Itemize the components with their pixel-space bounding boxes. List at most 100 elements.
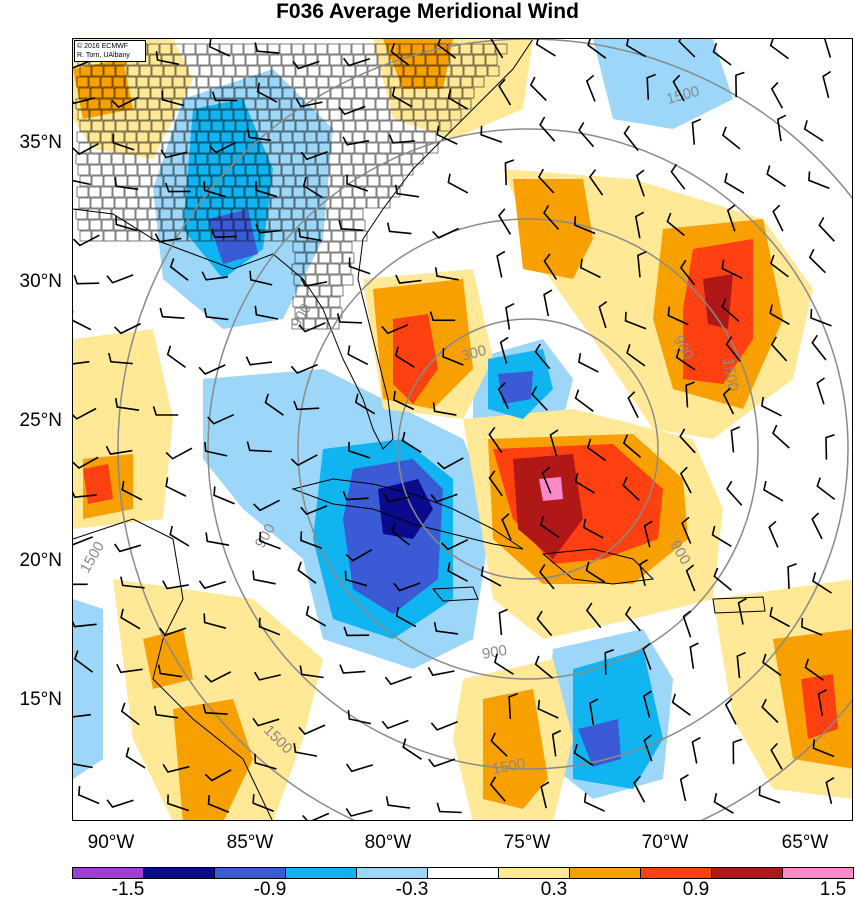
county-cell <box>294 87 307 99</box>
county-cell <box>427 65 440 77</box>
county-cell <box>342 142 355 154</box>
county-cell <box>292 186 305 198</box>
county-cell <box>137 109 150 121</box>
wind-barb <box>769 254 789 278</box>
county-cell <box>389 164 402 176</box>
county-cell <box>376 76 389 88</box>
lat-label: 35°N <box>19 132 62 153</box>
county-cell <box>99 208 112 220</box>
county-cell <box>75 153 88 165</box>
wind-barb <box>812 739 835 758</box>
county-cell <box>175 65 188 77</box>
county-cell <box>184 131 197 143</box>
county-cell <box>450 87 463 99</box>
county-cell <box>331 175 344 187</box>
county-cell <box>378 142 391 154</box>
wind-barb <box>726 480 743 506</box>
county-cell <box>318 307 331 319</box>
county-cell <box>195 98 208 110</box>
county-cell <box>315 263 328 275</box>
county-cell <box>306 252 319 264</box>
county-cell <box>303 153 316 165</box>
range-rings <box>117 39 852 820</box>
county-cell <box>87 208 100 220</box>
colorbar-segment <box>72 867 144 879</box>
wind-barb <box>347 345 369 366</box>
us-coastline <box>73 39 534 450</box>
wind-barb <box>447 88 469 110</box>
wind-barb <box>161 90 185 107</box>
wind-barb <box>430 720 458 731</box>
county-cell <box>281 219 294 231</box>
wind-barb <box>125 747 146 769</box>
wind-barb <box>681 516 692 544</box>
wind-barb <box>73 763 93 769</box>
county-cell <box>255 98 268 110</box>
wind-barb <box>383 493 411 503</box>
wind-barb <box>675 348 696 371</box>
county-cell <box>317 54 330 66</box>
county-cell <box>279 43 292 55</box>
county-cell <box>292 296 305 308</box>
county-cell <box>196 131 209 143</box>
county-cell <box>186 142 199 154</box>
county-cell <box>304 186 317 198</box>
range-ring-label: 300 <box>460 342 489 365</box>
wind-barb <box>258 617 281 636</box>
county-cell <box>183 153 196 165</box>
county-cell <box>147 43 160 55</box>
puerto-rico-outline <box>712 596 766 614</box>
county-cell <box>209 164 222 176</box>
colorbar-label: -0.9 <box>253 879 287 900</box>
wind-barb <box>810 308 832 327</box>
county-cell <box>243 98 256 110</box>
wind-barb <box>679 774 689 802</box>
county-cell <box>159 208 172 220</box>
wind-barb <box>204 769 232 782</box>
county-cell <box>139 120 152 132</box>
wind-barb <box>344 570 368 587</box>
county-cell <box>319 65 332 77</box>
county-cell <box>183 208 196 220</box>
county-cell <box>209 219 222 231</box>
county-cell <box>247 120 260 132</box>
county-cell <box>342 197 355 209</box>
county-cell <box>305 219 318 231</box>
wind-barbs <box>73 39 836 820</box>
credit-box: © 2016 ECMWF R. Torn, UAlbany <box>74 40 146 62</box>
county-cell <box>318 252 331 264</box>
county-cell <box>304 131 317 143</box>
county-cell <box>281 164 294 176</box>
county-cell <box>351 43 364 55</box>
county-cell <box>316 296 329 308</box>
county-cell <box>294 197 307 209</box>
county-cell <box>99 98 112 110</box>
county-cell <box>379 65 392 77</box>
county-cell <box>256 131 269 143</box>
county-cell <box>343 175 356 187</box>
county-cell <box>79 65 92 77</box>
county-cell <box>126 197 139 209</box>
wind-barb <box>499 336 509 364</box>
county-cell <box>232 186 245 198</box>
county-cell <box>79 230 92 242</box>
wind-barb <box>643 520 653 548</box>
county-cell <box>426 87 439 99</box>
county-cell <box>391 175 404 187</box>
wind-barb <box>112 133 135 151</box>
county-cell <box>100 76 113 88</box>
wind-barb <box>672 74 685 102</box>
wind-barb <box>432 227 459 239</box>
county-cell <box>138 197 151 209</box>
positive-intense-region <box>513 454 583 559</box>
county-cell <box>246 197 259 209</box>
wind-barb <box>348 257 371 275</box>
wind-barb <box>489 776 506 802</box>
wind-barb <box>120 702 140 726</box>
county-cell <box>258 142 271 154</box>
wind-barb <box>73 620 97 628</box>
county-cell <box>113 219 126 231</box>
wind-barb <box>432 402 457 416</box>
wind-barb <box>384 675 412 686</box>
